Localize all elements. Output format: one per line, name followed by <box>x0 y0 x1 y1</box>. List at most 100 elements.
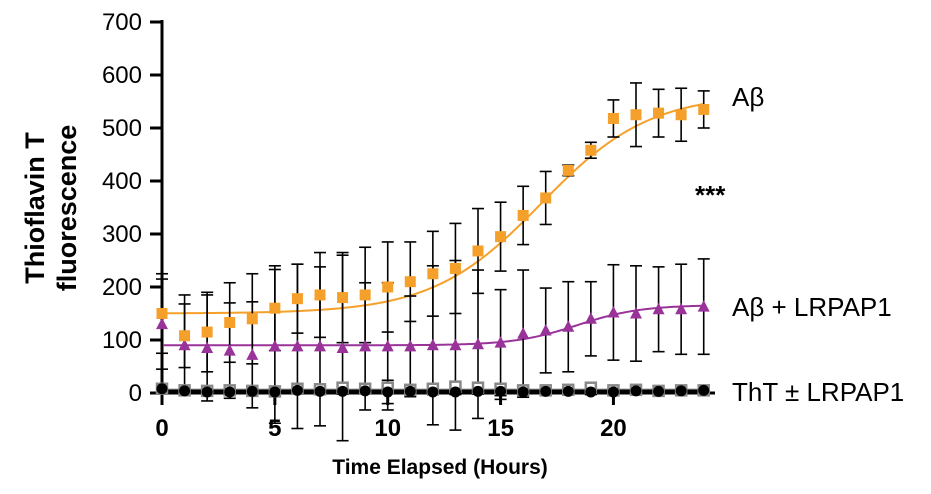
tht-point <box>585 386 597 398</box>
abeta-point <box>630 109 642 121</box>
tht-point <box>495 385 507 397</box>
y-tick-label: 400 <box>102 168 142 195</box>
x-tick-label: 10 <box>374 415 401 442</box>
abeta-point <box>562 164 574 176</box>
abeta-point <box>472 245 484 257</box>
abeta-lrpap1-point <box>517 327 530 339</box>
tht-point <box>224 386 236 398</box>
abeta-lrpap1-point <box>697 300 710 312</box>
x-tick-label: 15 <box>487 415 514 442</box>
y-tick-label: 600 <box>102 62 142 89</box>
abeta-lrpap1-point <box>314 339 326 352</box>
abeta-lrpap1-point <box>607 305 620 318</box>
tht-point <box>337 385 349 397</box>
abeta-lrpap1-point <box>336 341 349 353</box>
y-tick-label: 100 <box>102 327 142 354</box>
tht-point <box>156 383 168 395</box>
abeta-lrpap1-point <box>630 307 642 319</box>
abeta-lrpap1-point <box>246 348 259 360</box>
abeta-point <box>449 262 461 274</box>
abeta-lrpap1-point <box>494 336 507 348</box>
axes: 0 100 200 300 400 500 600 700 0 5 10 15 20 <box>102 9 715 442</box>
abeta-lrpap1-point <box>539 323 552 336</box>
abeta-lrpap1-point <box>562 320 575 332</box>
tht-point <box>291 384 303 396</box>
abeta-point <box>495 231 507 243</box>
tht-point <box>653 385 665 397</box>
abeta-lrpap1-point <box>584 312 597 324</box>
abeta-point <box>337 292 349 304</box>
tht-point <box>449 386 461 398</box>
tht-point <box>517 386 529 398</box>
tht-point <box>269 386 281 398</box>
y-axis-title: Thioflavin T fluorescence <box>20 125 82 292</box>
tht-point <box>404 385 416 397</box>
x-tick-label: 0 <box>155 415 168 442</box>
tht-point <box>675 385 687 397</box>
abeta-lrpap1-point <box>381 339 394 352</box>
tht-point <box>427 386 439 398</box>
abeta-point <box>607 112 619 124</box>
abeta-lrpap1-point <box>652 302 665 315</box>
tht-point <box>382 386 394 398</box>
series-label-3: ThT ± LRPAP1 <box>732 377 904 407</box>
abeta-lrpap1-point <box>201 341 214 353</box>
abeta-point <box>427 268 439 280</box>
abeta-lrpap1-point <box>359 339 372 352</box>
abeta-lrpap1-point <box>156 317 168 330</box>
tht-point <box>630 385 642 397</box>
tht-point <box>314 385 326 397</box>
abeta-point <box>156 308 168 319</box>
tht-point <box>607 386 619 398</box>
tht-point <box>246 385 258 397</box>
tht-point <box>179 385 191 397</box>
series-label-1: Aβ + LRPAP1 <box>732 292 892 322</box>
abeta-point <box>540 192 552 204</box>
abeta-point <box>517 209 529 221</box>
tht-point <box>201 386 213 398</box>
abeta-point <box>179 330 191 342</box>
abeta-lrpap1-point <box>675 302 688 315</box>
tht-point <box>698 384 710 396</box>
abeta-point <box>201 326 213 338</box>
tht-point <box>562 385 574 397</box>
abeta-point <box>246 313 258 325</box>
abeta-lrpap1-point <box>472 337 484 350</box>
abeta-point <box>269 302 281 314</box>
tht-point <box>540 385 552 397</box>
abeta-lrpap1-point <box>449 338 462 351</box>
abeta-point <box>698 103 710 115</box>
abeta-lrpap1-point <box>268 339 281 352</box>
abeta-lrpap1-point <box>178 338 191 351</box>
abeta-point <box>404 276 416 288</box>
series-label-0: Aβ <box>732 82 764 112</box>
abeta-point <box>653 107 665 119</box>
x-axis-title: Time Elapsed (Hours) <box>332 456 548 479</box>
series-labels: Aβ Aβ + LRPAP1 ThT ± LRPAP1 <box>732 82 904 407</box>
tht-point <box>359 385 371 397</box>
abeta-lrpap1-point <box>223 344 236 356</box>
x-tick-label: 20 <box>600 415 627 442</box>
abeta-point <box>291 293 303 305</box>
x-tick-label: 5 <box>268 415 281 442</box>
abeta-point <box>675 109 687 121</box>
abeta-point <box>224 317 236 329</box>
data-points <box>155 103 710 398</box>
significance-annotation: *** <box>695 180 726 210</box>
abeta-lrpap1-point <box>291 339 304 352</box>
y-axis-title-line1: Thioflavin T <box>20 132 50 284</box>
y-tick-label: 500 <box>102 115 142 142</box>
abeta-point <box>359 289 371 301</box>
abeta-point <box>314 289 326 301</box>
y-tick-label: 700 <box>102 9 142 36</box>
abeta-point <box>382 281 394 293</box>
tht-point <box>472 385 484 397</box>
abeta-lrpap1-point <box>426 338 439 351</box>
y-tick-label: 200 <box>102 274 142 301</box>
y-tick-label: 0 <box>129 380 142 407</box>
abeta-lrpap1-point <box>404 339 417 352</box>
y-tick-label: 300 <box>102 221 142 248</box>
abeta-point <box>585 144 597 156</box>
y-axis-title-line2: fluorescence <box>52 125 82 292</box>
